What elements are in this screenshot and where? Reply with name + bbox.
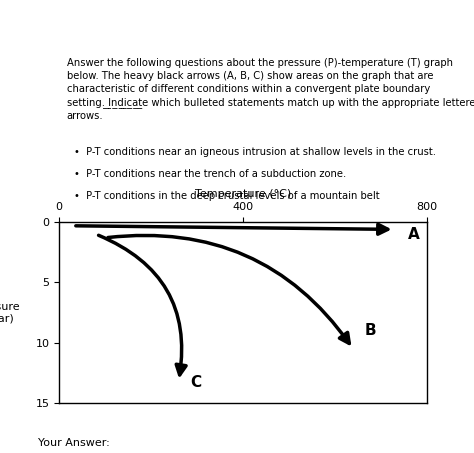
- Text: B: B: [365, 323, 376, 338]
- Text: Your Answer:: Your Answer:: [38, 439, 109, 448]
- Text: •  P-T conditions in the deep crustal levels of a mountain belt: • P-T conditions in the deep crustal lev…: [74, 191, 380, 201]
- Y-axis label: Pressure
(kbar): Pressure (kbar): [0, 302, 20, 323]
- Text: A: A: [408, 226, 420, 242]
- Text: •  P-T conditions near an igneous intrusion at shallow levels in the crust.: • P-T conditions near an igneous intrusi…: [74, 147, 436, 157]
- Text: C: C: [190, 375, 201, 390]
- Text: Answer the following questions about the pressure (P)-temperature (T) graph
belo: Answer the following questions about the…: [66, 58, 474, 121]
- X-axis label: Temperature (°C): Temperature (°C): [195, 189, 291, 199]
- Text: •  P-T conditions near the trench of a subduction zone.: • P-T conditions near the trench of a su…: [74, 169, 346, 179]
